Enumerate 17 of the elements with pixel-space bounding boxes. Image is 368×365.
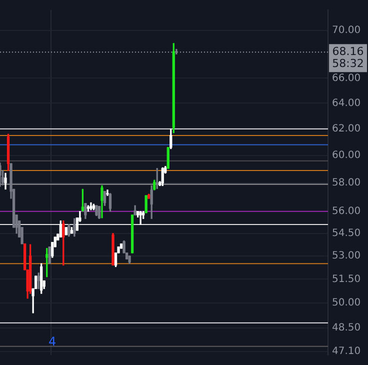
y-tick-label: 51.50 (332, 274, 361, 285)
y-tick-label: 54.50 (332, 228, 361, 239)
y-tick-label: 64.00 (332, 98, 361, 109)
ref-line-label: 68.16 (332, 45, 364, 58)
y-tick-label: 62.00 (332, 123, 361, 134)
y-tick-label: 60.00 (332, 150, 361, 162)
y-tick-label: 66.00 (332, 72, 361, 84)
x-tick-label: 4 (48, 334, 56, 348)
y-tick-label: 53.00 (332, 250, 361, 262)
y-tick-label: 58.00 (332, 178, 361, 189)
y-tick-label: 56.00 (332, 206, 361, 217)
candlestick (106, 190, 109, 196)
y-tick-label: 50.00 (332, 298, 361, 309)
y-tick-label: 70.00 (332, 25, 361, 36)
y-tick-label: 48.50 (332, 322, 361, 334)
y-tick-label: 47.10 (332, 346, 361, 358)
text: 58:32 (332, 57, 364, 70)
